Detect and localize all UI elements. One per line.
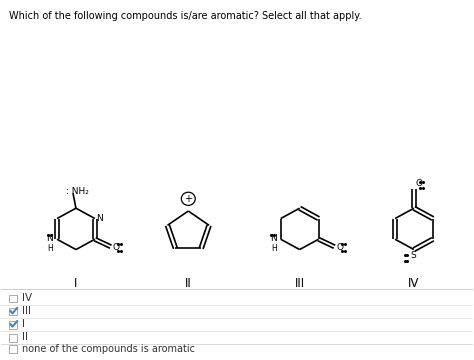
- Text: O: O: [416, 179, 423, 188]
- Text: IV: IV: [22, 293, 32, 302]
- Text: III: III: [22, 306, 31, 316]
- FancyBboxPatch shape: [9, 295, 17, 302]
- Text: N: N: [270, 234, 277, 243]
- Text: +: +: [184, 194, 192, 204]
- Text: O: O: [337, 243, 344, 252]
- Text: N: N: [46, 234, 53, 243]
- Text: III: III: [294, 277, 305, 290]
- Text: N: N: [96, 214, 103, 223]
- Text: H: H: [47, 244, 53, 253]
- Text: : NH₂: : NH₂: [66, 187, 89, 196]
- Text: H: H: [271, 244, 277, 253]
- Text: none of the compounds is aromatic: none of the compounds is aromatic: [22, 344, 195, 354]
- Text: S: S: [410, 251, 416, 260]
- FancyBboxPatch shape: [9, 346, 17, 353]
- FancyBboxPatch shape: [9, 308, 17, 315]
- Text: Which of the following compounds is/are aromatic? Select all that apply.: Which of the following compounds is/are …: [9, 11, 362, 21]
- Text: O: O: [113, 243, 120, 252]
- FancyBboxPatch shape: [9, 334, 17, 342]
- FancyBboxPatch shape: [9, 321, 17, 329]
- Text: IV: IV: [408, 277, 419, 290]
- Text: II: II: [22, 332, 28, 342]
- Text: I: I: [22, 319, 25, 329]
- Text: II: II: [185, 277, 191, 290]
- Text: I: I: [74, 277, 78, 290]
